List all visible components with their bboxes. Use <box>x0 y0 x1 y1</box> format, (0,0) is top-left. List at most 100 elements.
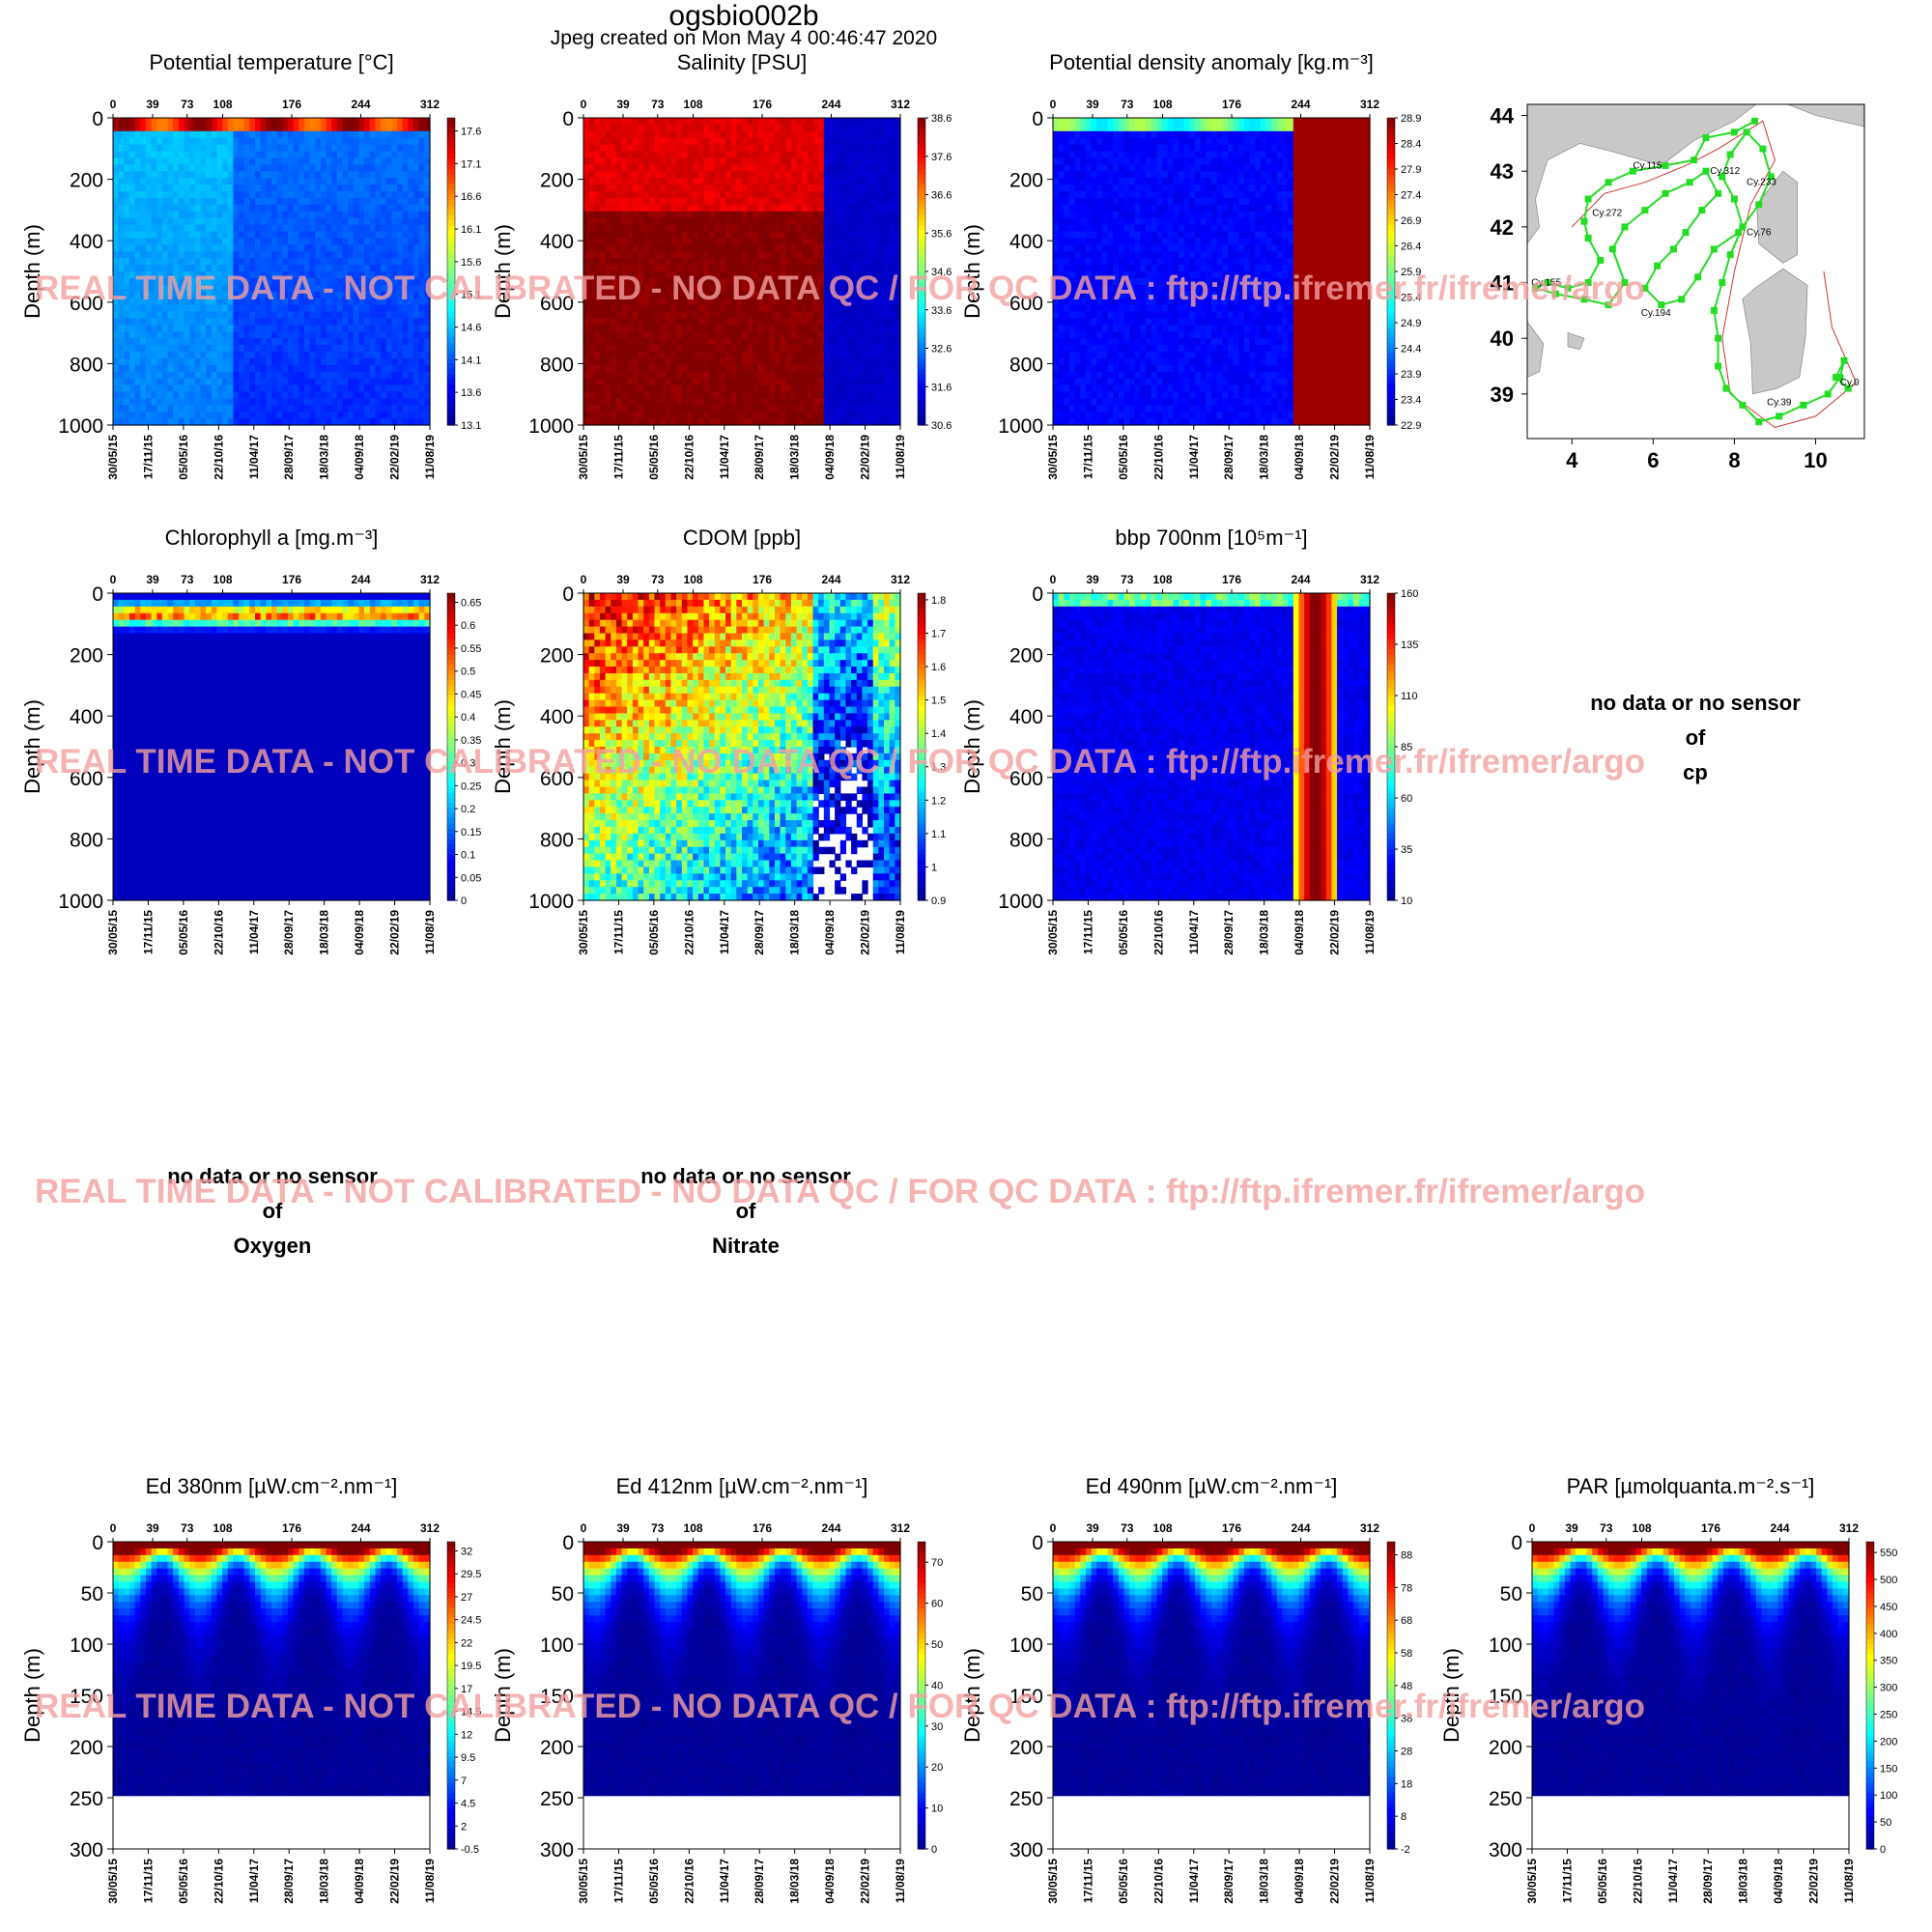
heatmap-cell <box>200 244 207 252</box>
heatmap-cell <box>134 304 141 313</box>
heatmap-cell <box>796 185 803 192</box>
heatmap-cell <box>408 318 414 326</box>
heatmap-cell <box>326 251 332 259</box>
heatmap-cell <box>757 364 765 373</box>
heatmap-cell <box>802 178 809 185</box>
heatmap-cell <box>790 405 798 412</box>
heatmap-cell <box>583 197 590 206</box>
heatmap-cell <box>271 251 278 259</box>
heatmap-cell <box>255 277 262 286</box>
heatmap-cell <box>807 191 814 199</box>
heatmap-cell <box>113 364 120 373</box>
heatmap-cell <box>145 164 153 172</box>
heatmap-cell <box>730 284 737 293</box>
heatmap-cell <box>665 271 672 279</box>
heatmap-cell <box>184 137 190 146</box>
heatmap-cell <box>184 217 190 226</box>
heatmap-cell <box>381 271 387 279</box>
heatmap-cell <box>413 124 420 132</box>
heatmap-cell <box>742 345 749 353</box>
heatmap-cell <box>757 258 765 266</box>
heatmap-cell <box>222 130 229 139</box>
heatmap-cell <box>364 398 371 406</box>
heatmap-cell <box>676 231 683 240</box>
heatmap-cell <box>128 345 136 353</box>
heatmap-cell <box>298 351 305 359</box>
heatmap-cell <box>113 277 120 286</box>
heatmap-cell <box>605 364 611 373</box>
heatmap-cell <box>200 191 207 199</box>
heatmap-cell <box>358 318 365 326</box>
heatmap-cell <box>621 144 628 153</box>
heatmap-cell <box>128 304 136 313</box>
heatmap-cell <box>358 271 365 279</box>
heatmap-cell <box>216 130 223 139</box>
heatmap-cell <box>835 171 841 179</box>
heatmap-cell <box>222 331 229 339</box>
heatmap-cell <box>397 157 404 165</box>
heatmap-cell <box>391 197 398 206</box>
heatmap-cell <box>796 371 803 380</box>
heatmap-cell <box>298 118 305 126</box>
heatmap-cell <box>742 338 749 346</box>
heatmap-cell <box>753 345 759 353</box>
heatmap-cell <box>785 157 792 165</box>
heatmap-cell <box>627 298 634 306</box>
heatmap-cell <box>194 265 202 272</box>
heatmap-cell <box>703 238 710 245</box>
heatmap-cell <box>353 331 360 339</box>
heatmap-cell <box>178 331 185 339</box>
heatmap-cell <box>703 412 710 419</box>
heatmap-cell <box>391 298 398 306</box>
heatmap-cell <box>178 191 185 199</box>
heatmap-cell <box>807 224 814 233</box>
heatmap-cell <box>124 265 130 272</box>
heatmap-cell <box>128 137 136 146</box>
heatmap-cell <box>128 197 136 206</box>
heatmap-cell <box>687 171 694 179</box>
heatmap-cell <box>418 164 425 172</box>
heatmap-cell <box>364 291 371 299</box>
heatmap-cell <box>151 124 157 132</box>
heatmap-cell <box>774 157 781 165</box>
heatmap-cell <box>632 258 639 266</box>
heatmap-cell <box>124 231 130 240</box>
heatmap-cell <box>145 291 153 299</box>
heatmap-cell <box>134 204 141 213</box>
heatmap-cell <box>693 405 699 412</box>
heatmap-cell <box>742 405 749 412</box>
heatmap-cell <box>255 118 262 126</box>
heatmap-cell <box>654 217 661 226</box>
heatmap-cell <box>402 178 409 185</box>
heatmap-cell <box>839 124 847 132</box>
heatmap-cell <box>239 371 245 380</box>
heatmap-cell <box>353 157 360 165</box>
heatmap-cell <box>638 364 644 373</box>
heatmap-cell <box>812 331 819 339</box>
heatmap-cell <box>145 331 153 339</box>
heatmap-cell <box>184 258 190 266</box>
heatmap-cell <box>730 311 737 319</box>
heatmap-cell <box>638 345 644 353</box>
heatmap-cell <box>161 191 169 199</box>
heatmap-cell <box>216 351 223 359</box>
heatmap-cell <box>271 211 278 219</box>
heatmap-cell <box>583 265 590 272</box>
heatmap-cell <box>807 238 814 245</box>
heatmap-cell <box>118 130 125 139</box>
heatmap-cell <box>348 311 355 319</box>
heatmap-cell <box>353 265 360 272</box>
heatmap-cell <box>648 318 656 326</box>
colorbar-segment <box>447 245 455 252</box>
heatmap-cell <box>381 384 387 393</box>
heatmap-cell <box>774 130 781 139</box>
heatmap-cell <box>243 151 250 159</box>
heatmap-cell <box>249 164 256 172</box>
heatmap-cell <box>703 151 710 159</box>
heatmap-cell <box>348 251 355 259</box>
heatmap-cell <box>413 251 420 259</box>
heatmap-cell <box>714 124 721 132</box>
heatmap-cell <box>638 265 644 272</box>
heatmap-cell <box>818 171 825 179</box>
heatmap-cell <box>385 298 393 306</box>
